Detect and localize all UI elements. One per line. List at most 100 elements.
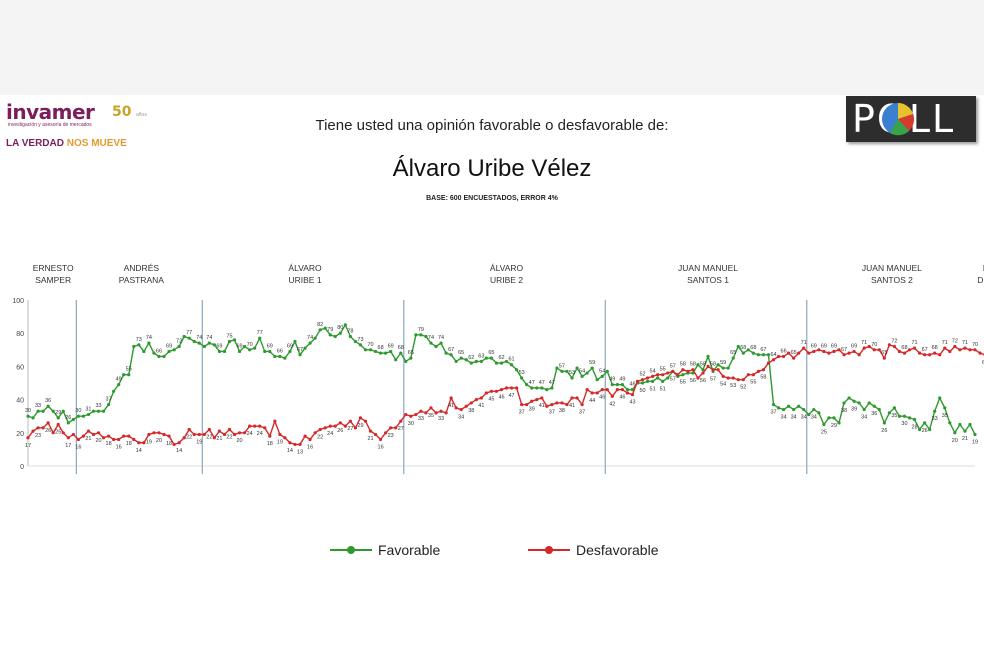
data-point [827, 416, 831, 420]
data-point [555, 366, 559, 370]
data-point [766, 353, 771, 357]
data-point [923, 421, 927, 425]
data-point [434, 344, 438, 349]
data-label: 28 [911, 425, 917, 431]
data-point [509, 363, 514, 367]
data-label: 35 [891, 413, 897, 419]
data-point [258, 424, 262, 428]
data-label: 21 [962, 436, 968, 442]
data-label: 65 [881, 350, 887, 356]
data-label: 49 [619, 377, 625, 383]
data-label: 46 [629, 382, 635, 388]
favorable-swatch [330, 544, 372, 556]
data-label: 58 [700, 362, 706, 368]
data-point [328, 333, 332, 337]
data-point [686, 369, 690, 373]
data-label: 53 [519, 370, 525, 376]
data-point [248, 348, 252, 352]
data-point [298, 353, 302, 357]
data-label: 47 [509, 393, 515, 399]
data-point [31, 429, 35, 433]
base-sample-note: BASE: 600 ENCUESTADOS, ERROR 4% [426, 195, 558, 202]
data-label: 47 [529, 380, 535, 386]
data-label: 70 [871, 342, 877, 348]
data-label: 46 [599, 395, 605, 401]
data-point [142, 441, 146, 445]
data-point [31, 416, 35, 420]
data-label: 33 [35, 403, 41, 409]
data-point [550, 402, 554, 407]
data-point [761, 353, 766, 357]
period-label: DUQUE [977, 275, 984, 285]
data-point [363, 348, 368, 352]
data-point [499, 388, 504, 392]
data-point [560, 401, 564, 405]
data-point [76, 437, 80, 442]
data-point [852, 399, 856, 403]
data-point [545, 404, 549, 408]
data-label: 27 [347, 426, 353, 432]
top-band [0, 0, 984, 95]
data-point [565, 402, 569, 407]
data-point [761, 368, 766, 372]
data-point [933, 409, 937, 413]
data-point [217, 429, 222, 433]
y-tick-label: 80 [16, 331, 24, 338]
data-point [353, 339, 358, 344]
data-point [797, 351, 801, 355]
data-point [26, 414, 30, 418]
data-point [288, 349, 292, 354]
data-point [535, 386, 539, 390]
data-point [454, 406, 458, 410]
data-point [872, 348, 876, 352]
data-point [484, 391, 488, 395]
data-point [86, 429, 91, 433]
data-point [439, 341, 443, 345]
data-point [852, 349, 856, 354]
legend-item-desfavorable: Desfavorable [528, 540, 659, 560]
data-point [122, 434, 126, 438]
data-label: 78 [347, 329, 353, 335]
data-point [434, 411, 438, 415]
data-point [293, 339, 297, 344]
data-point [212, 343, 216, 347]
data-point [781, 354, 786, 359]
data-point [197, 341, 201, 345]
data-label: 18 [166, 441, 172, 447]
data-point [379, 351, 383, 355]
data-label: 22 [186, 434, 192, 440]
data-point [404, 359, 408, 364]
data-point [681, 368, 685, 372]
data-point [832, 349, 836, 354]
data-point [243, 344, 247, 349]
data-label: 27 [398, 426, 404, 432]
data-label: 39 [851, 406, 857, 412]
data-point [912, 346, 917, 350]
data-point [489, 389, 494, 393]
data-point [464, 404, 468, 408]
data-point [696, 376, 700, 380]
data-point [469, 361, 473, 365]
data-label: 65 [791, 350, 797, 356]
data-point [504, 359, 509, 364]
data-point [303, 434, 307, 438]
data-point [132, 437, 136, 442]
data-point [515, 368, 519, 372]
data-label: 52 [639, 372, 645, 378]
data-point [877, 407, 881, 412]
data-label: 75 [226, 334, 232, 340]
data-point [484, 356, 488, 360]
data-label: 69 [287, 343, 293, 349]
data-label: 33 [438, 416, 444, 422]
data-point [787, 404, 791, 408]
data-point [253, 424, 257, 428]
data-label: 55 [680, 380, 686, 386]
data-label: 18 [267, 441, 273, 447]
data-point [268, 349, 272, 354]
pie-icon [882, 103, 914, 136]
period-label: PASTRANA [119, 275, 165, 285]
data-label: 58 [710, 362, 716, 368]
data-label: 65 [458, 350, 464, 356]
data-point [232, 338, 237, 342]
data-point [504, 386, 509, 390]
